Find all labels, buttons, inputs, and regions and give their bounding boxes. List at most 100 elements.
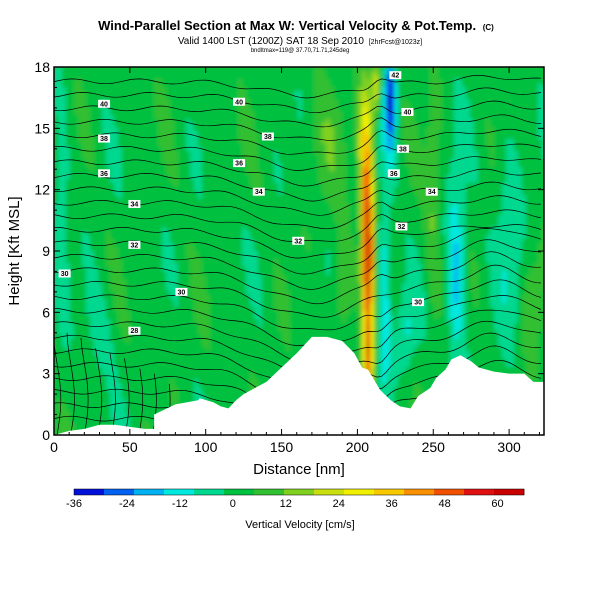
field-cell <box>542 171 544 176</box>
field-cell <box>326 211 331 216</box>
field-cell <box>294 199 299 204</box>
field-cell <box>218 223 223 228</box>
field-cell <box>266 191 271 196</box>
field-cell <box>486 163 491 168</box>
field-cell <box>538 103 543 108</box>
field-cell <box>162 191 167 196</box>
field-cell <box>166 211 171 216</box>
field-cell <box>122 195 127 200</box>
field-cell <box>434 91 439 96</box>
field-cell <box>62 191 67 196</box>
field-cell <box>70 119 75 124</box>
field-cell <box>410 223 415 228</box>
field-cell <box>122 227 127 232</box>
field-cell <box>194 147 199 152</box>
field-cell <box>422 159 427 164</box>
field-cell <box>498 151 503 156</box>
field-cell <box>302 207 307 212</box>
field-cell <box>102 195 107 200</box>
field-cell <box>282 187 287 192</box>
field-cell <box>246 203 251 208</box>
field-cell <box>250 191 255 196</box>
field-cell <box>102 143 107 148</box>
field-cell <box>522 99 527 104</box>
field-cell <box>58 79 63 84</box>
field-cell <box>418 167 423 172</box>
field-cell <box>330 135 335 140</box>
field-cell <box>506 211 511 216</box>
field-cell <box>90 191 95 196</box>
field-cell <box>282 127 287 132</box>
field-cell <box>270 71 275 76</box>
field-cell <box>166 199 171 204</box>
field-cell <box>362 75 367 80</box>
field-cell <box>138 95 143 100</box>
field-cell <box>350 151 355 156</box>
field-cell <box>322 179 327 184</box>
field-cell <box>58 195 63 200</box>
field-cell <box>442 79 447 84</box>
field-cell <box>470 215 475 220</box>
field-cell <box>502 135 507 140</box>
field-cell <box>474 151 479 156</box>
field-cell <box>486 223 491 228</box>
field-cell <box>406 211 411 216</box>
field-cell <box>182 107 187 112</box>
field-cell <box>338 135 343 140</box>
field-cell <box>122 135 127 140</box>
field-cell <box>222 211 227 216</box>
field-cell <box>142 211 147 216</box>
field-cell <box>542 191 544 196</box>
field-cell <box>534 131 539 136</box>
field-cell <box>158 163 163 168</box>
field-cell <box>198 91 203 96</box>
field-cell <box>150 203 155 208</box>
field-cell <box>486 115 491 120</box>
field-cell <box>334 167 339 172</box>
field-cell <box>470 171 475 176</box>
field-cell <box>94 147 99 152</box>
field-cell <box>358 139 363 144</box>
field-cell <box>146 79 151 84</box>
field-cell <box>466 219 471 224</box>
field-cell <box>534 199 539 204</box>
field-cell <box>374 139 379 144</box>
field-cell <box>54 143 59 148</box>
field-cell <box>510 87 515 92</box>
field-cell <box>322 139 327 144</box>
field-cell <box>154 183 159 188</box>
field-cell <box>58 219 63 224</box>
field-cell <box>402 71 407 76</box>
field-cell <box>518 195 523 200</box>
field-cell <box>458 91 463 96</box>
field-cell <box>386 67 391 72</box>
field-cell <box>390 191 395 196</box>
field-cell <box>334 95 339 100</box>
field-cell <box>162 111 167 116</box>
field-cell <box>250 71 255 76</box>
field-cell <box>442 119 447 124</box>
field-cell <box>94 95 99 100</box>
field-cell <box>154 71 159 76</box>
field-cell <box>390 127 395 132</box>
field-cell <box>166 127 171 132</box>
field-cell <box>322 99 327 104</box>
field-cell <box>54 119 59 124</box>
field-cell <box>534 115 539 120</box>
field-cell <box>86 151 91 156</box>
field-cell <box>470 179 475 184</box>
field-cell <box>318 95 323 100</box>
field-cell <box>178 79 183 84</box>
field-cell <box>382 195 387 200</box>
field-cell <box>134 103 139 108</box>
field-cell <box>242 139 247 144</box>
field-cell <box>214 67 219 72</box>
field-cell <box>218 83 223 88</box>
field-cell <box>538 183 543 188</box>
field-cell <box>242 183 247 188</box>
field-cell <box>542 99 544 104</box>
field-cell <box>266 67 271 72</box>
field-cell <box>266 175 271 180</box>
field-cell <box>390 155 395 160</box>
field-cell <box>270 195 275 200</box>
